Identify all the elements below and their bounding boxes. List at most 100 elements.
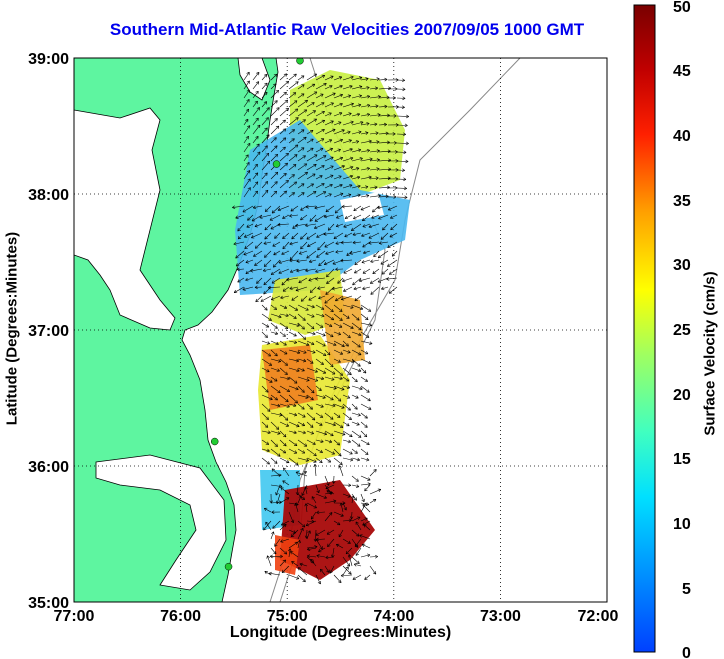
velocity-arrow	[325, 484, 335, 489]
velocity-arrow-head	[322, 111, 325, 115]
velocity-arrow	[351, 430, 362, 438]
velocity-arrow	[351, 313, 360, 321]
velocity-arrow-head	[340, 453, 342, 457]
velocity-arrow-head	[290, 520, 294, 524]
velocity-arrow-head	[349, 184, 353, 188]
velocity-arrow-head	[275, 89, 279, 92]
velocity-arrow-head	[357, 176, 361, 180]
velocity-arrow	[369, 159, 380, 162]
velocity-arrow-head	[347, 385, 351, 389]
velocity-arrow-head	[325, 555, 329, 558]
velocity-arrow-head	[387, 176, 391, 179]
velocity-arrow-head	[403, 150, 407, 153]
velocity-arrow	[309, 259, 317, 263]
velocity-arrow	[342, 403, 351, 411]
velocity-arrow	[333, 511, 344, 517]
velocity-arrow	[315, 538, 323, 550]
velocity-arrow	[252, 81, 260, 90]
velocity-arrow-head	[322, 397, 326, 399]
velocity-arrow-head	[336, 544, 339, 548]
velocity-arrow-head	[324, 432, 327, 435]
velocity-arrow	[265, 521, 272, 531]
velocity-arrow-head	[347, 193, 352, 195]
velocity-arrow	[306, 394, 314, 401]
velocity-arrow-head	[322, 335, 326, 337]
velocity-arrow	[279, 322, 289, 329]
velocity-arrow-head	[363, 252, 367, 255]
velocity-arrow-head	[367, 483, 371, 486]
velocity-arrow-head	[316, 490, 320, 494]
velocity-arrow-head	[331, 120, 334, 124]
velocity-arrow-head	[252, 205, 256, 209]
velocity-arrow	[279, 559, 286, 567]
velocity-arrow-head	[350, 307, 354, 309]
velocity-arrow-head	[367, 105, 371, 108]
velocity-arrow-head	[380, 261, 383, 265]
velocity-arrow-head	[366, 194, 370, 196]
velocity-arrow-head	[247, 142, 251, 145]
velocity-arrow-head	[315, 369, 318, 373]
velocity-arrow-head	[357, 457, 361, 461]
velocity-arrow-head	[270, 396, 273, 400]
velocity-arrow-head	[263, 243, 267, 245]
velocity-arrow	[305, 520, 317, 526]
velocity-arrow-head	[263, 263, 266, 267]
velocity-arrow	[396, 115, 409, 117]
velocity-arrow-head	[326, 483, 329, 486]
velocity-arrow	[324, 439, 333, 443]
velocity-arrow-head	[337, 280, 339, 284]
velocity-arrow-head	[306, 380, 310, 382]
velocity-arrow-head	[388, 290, 391, 294]
velocity-arrow	[342, 313, 350, 319]
velocity-arrow	[252, 143, 260, 153]
velocity-arrow-head	[303, 430, 306, 434]
velocity-arrow-head	[359, 332, 362, 336]
velocity-arrow-head	[346, 254, 350, 257]
velocity-arrow	[360, 517, 368, 522]
velocity-arrow-head	[305, 503, 308, 507]
velocity-arrow-head	[267, 410, 271, 412]
velocity-arrow-head	[307, 530, 311, 533]
velocity-arrow	[362, 286, 371, 290]
velocity-arrow-head	[354, 408, 358, 410]
velocity-arrow	[337, 277, 344, 284]
velocity-arrow	[306, 110, 316, 117]
velocity-arrow-head	[296, 270, 300, 273]
velocity-arrow-head	[291, 297, 294, 301]
velocity-arrow-head	[317, 286, 320, 289]
velocity-arrow-head	[286, 362, 288, 366]
velocity-arrow-head	[265, 117, 269, 119]
velocity-arrow-head	[368, 175, 372, 178]
velocity-arrow-head	[313, 84, 316, 87]
velocity-arrow-head	[305, 109, 308, 113]
velocity-arrow-head	[331, 157, 334, 160]
velocity-arrow-head	[304, 137, 307, 141]
velocity-arrow-head	[364, 489, 368, 492]
velocity-arrow	[279, 340, 287, 346]
velocity-arrow-head	[295, 389, 299, 391]
velocity-arrow-head	[402, 168, 405, 171]
velocity-arrow	[369, 469, 377, 477]
velocity-arrow-head	[377, 114, 381, 117]
velocity-arrow-head	[315, 277, 318, 280]
velocity-arrow	[297, 304, 309, 311]
velocity-arrow	[263, 286, 272, 295]
velocity-arrow-head	[370, 280, 372, 284]
velocity-arrow-head	[277, 125, 280, 130]
velocity-arrow	[315, 277, 326, 280]
velocity-arrow-head	[299, 251, 302, 254]
velocity-arrow	[360, 322, 372, 326]
velocity-arrow-head	[289, 215, 293, 218]
velocity-arrow-head	[324, 216, 328, 219]
velocity-arrow-head	[289, 260, 293, 263]
velocity-arrow-head	[298, 495, 302, 498]
velocity-arrow-head	[266, 160, 270, 163]
velocity-arrow	[283, 467, 290, 477]
velocity-arrow-head	[267, 441, 270, 445]
velocity-arrow	[378, 177, 391, 180]
velocity-arrow	[324, 394, 334, 401]
velocity-arrow	[333, 457, 343, 465]
velocity-arrow	[282, 241, 290, 250]
velocity-arrow-head	[302, 338, 306, 340]
